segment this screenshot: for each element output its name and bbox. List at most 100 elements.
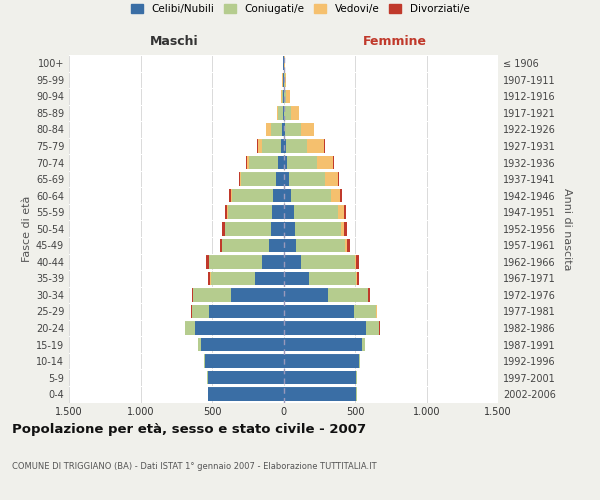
Bar [240, 172, 241, 186]
Bar [193, 288, 230, 302]
Bar [284, 189, 292, 202]
Bar [284, 222, 295, 235]
Bar [284, 272, 309, 285]
Text: Maschi: Maschi [150, 36, 199, 49]
Bar [340, 189, 342, 202]
Bar [208, 272, 211, 285]
Bar [271, 122, 282, 136]
Bar [333, 156, 334, 170]
Bar [225, 206, 227, 219]
Bar [230, 288, 284, 302]
Bar [220, 238, 222, 252]
Bar [192, 304, 209, 318]
Bar [284, 122, 285, 136]
Bar [278, 106, 283, 120]
Bar [229, 189, 232, 202]
Bar [356, 255, 359, 268]
Bar [289, 172, 325, 186]
Bar [309, 272, 356, 285]
Bar [209, 304, 284, 318]
Bar [277, 106, 278, 120]
Bar [286, 139, 307, 153]
Bar [249, 156, 278, 170]
Bar [295, 222, 341, 235]
Bar [281, 139, 284, 153]
Bar [191, 304, 192, 318]
Bar [255, 272, 284, 285]
Bar [204, 354, 205, 368]
Bar [284, 73, 286, 86]
Bar [262, 255, 284, 268]
Bar [266, 122, 271, 136]
Bar [301, 122, 314, 136]
Bar [325, 172, 338, 186]
Bar [331, 189, 340, 202]
Bar [284, 255, 301, 268]
Bar [286, 90, 290, 103]
Bar [205, 354, 284, 368]
Bar [359, 354, 360, 368]
Bar [285, 122, 301, 136]
Text: Femmine: Femmine [363, 36, 427, 49]
Bar [185, 322, 195, 335]
Legend: Celibi/Nubili, Coniugati/e, Vedovi/e, Divorziati/e: Celibi/Nubili, Coniugati/e, Vedovi/e, Di… [131, 4, 469, 14]
Bar [209, 255, 262, 268]
Bar [284, 156, 287, 170]
Bar [293, 206, 338, 219]
Bar [284, 106, 290, 120]
Bar [274, 189, 284, 202]
Bar [284, 338, 362, 351]
Text: COMUNE DI TRIGGIANO (BA) - Dati ISTAT 1° gennaio 2007 - Elaborazione TUTTITALIA.: COMUNE DI TRIGGIANO (BA) - Dati ISTAT 1°… [12, 462, 377, 471]
Bar [199, 338, 200, 351]
Bar [284, 172, 289, 186]
Bar [271, 222, 284, 235]
Bar [284, 288, 328, 302]
Bar [362, 338, 365, 351]
Bar [345, 238, 347, 252]
Bar [284, 322, 367, 335]
Bar [269, 238, 284, 252]
Bar [284, 304, 353, 318]
Bar [301, 255, 355, 268]
Bar [355, 255, 356, 268]
Bar [225, 222, 271, 235]
Bar [262, 139, 281, 153]
Text: Popolazione per età, sesso e stato civile - 2007: Popolazione per età, sesso e stato civil… [12, 422, 366, 436]
Bar [208, 388, 284, 401]
Bar [192, 288, 193, 302]
Y-axis label: Fasce di età: Fasce di età [22, 196, 32, 262]
Bar [232, 189, 274, 202]
Bar [344, 222, 347, 235]
Bar [368, 288, 370, 302]
Bar [341, 222, 344, 235]
Bar [307, 139, 324, 153]
Bar [258, 139, 262, 153]
Bar [356, 272, 357, 285]
Bar [287, 156, 317, 170]
Bar [241, 172, 275, 186]
Bar [347, 238, 350, 252]
Bar [284, 388, 356, 401]
Bar [338, 172, 339, 186]
Bar [284, 238, 296, 252]
Bar [317, 156, 333, 170]
Bar [290, 106, 299, 120]
Bar [292, 189, 331, 202]
Bar [338, 206, 344, 219]
Bar [284, 354, 359, 368]
Bar [278, 156, 284, 170]
Bar [206, 255, 209, 268]
Bar [344, 206, 346, 219]
Bar [195, 322, 284, 335]
Bar [222, 238, 269, 252]
Bar [222, 222, 224, 235]
Bar [284, 206, 293, 219]
Bar [239, 172, 240, 186]
Bar [200, 338, 284, 351]
Bar [284, 139, 286, 153]
Bar [284, 371, 356, 384]
Y-axis label: Anni di nascita: Anni di nascita [562, 188, 572, 270]
Bar [281, 90, 283, 103]
Bar [328, 288, 368, 302]
Bar [353, 304, 376, 318]
